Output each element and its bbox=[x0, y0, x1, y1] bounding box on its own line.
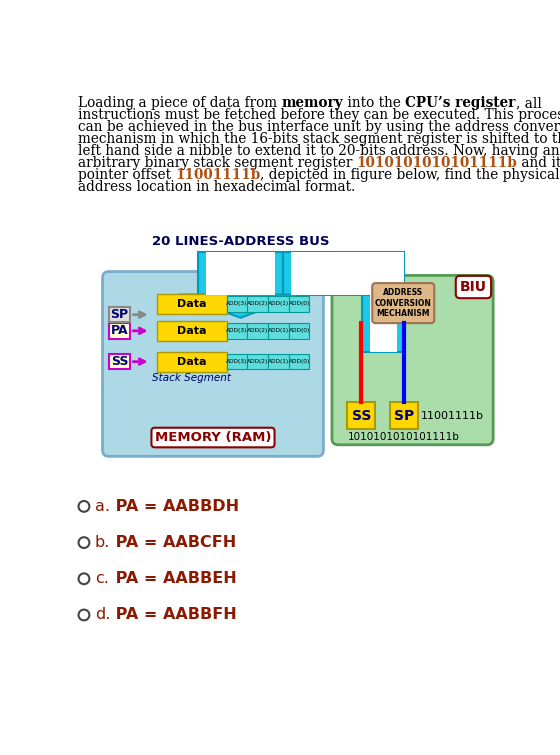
Text: ADD(2): ADD(2) bbox=[247, 328, 268, 334]
Bar bbox=[290, 354, 310, 369]
Bar bbox=[347, 402, 375, 430]
Bar bbox=[157, 321, 227, 341]
Bar bbox=[248, 323, 268, 338]
Text: Data: Data bbox=[177, 299, 207, 309]
Text: ADD(0): ADD(0) bbox=[289, 359, 310, 364]
Text: SP: SP bbox=[110, 308, 129, 321]
Text: SP: SP bbox=[394, 408, 414, 423]
Text: 11001111b: 11001111b bbox=[421, 411, 484, 421]
Bar bbox=[109, 323, 130, 338]
Bar bbox=[227, 323, 247, 338]
Text: ADD(2): ADD(2) bbox=[247, 301, 268, 307]
Text: into the: into the bbox=[343, 96, 405, 110]
Bar bbox=[198, 252, 283, 294]
Bar bbox=[370, 294, 396, 352]
Text: ADD(1): ADD(1) bbox=[268, 301, 289, 307]
Text: ADD(1): ADD(1) bbox=[268, 328, 289, 334]
Text: arbitrary binary stack segment register: arbitrary binary stack segment register bbox=[78, 156, 357, 170]
Bar bbox=[268, 354, 288, 369]
Text: MEMORY (RAM): MEMORY (RAM) bbox=[155, 431, 271, 444]
Text: ADD(0): ADD(0) bbox=[289, 301, 310, 307]
Bar bbox=[109, 307, 130, 322]
Bar bbox=[227, 354, 247, 369]
Bar bbox=[362, 294, 404, 352]
Text: ADDRESS
CONVERSION
MECHANISM: ADDRESS CONVERSION MECHANISM bbox=[375, 288, 432, 318]
Text: PA = AABBFH: PA = AABBFH bbox=[110, 608, 237, 622]
Text: 20 LINES-ADDRESS BUS: 20 LINES-ADDRESS BUS bbox=[152, 235, 329, 248]
Text: CPU’s register: CPU’s register bbox=[405, 96, 516, 110]
Text: Data: Data bbox=[177, 356, 207, 367]
Bar bbox=[290, 323, 310, 338]
Text: left hand side a nibble to extend it to 20-bits address. Now, having an: left hand side a nibble to extend it to … bbox=[78, 143, 559, 158]
Text: Loading a piece of data from: Loading a piece of data from bbox=[78, 96, 281, 110]
FancyBboxPatch shape bbox=[102, 272, 324, 456]
Text: 11001111b: 11001111b bbox=[175, 168, 260, 182]
Bar bbox=[390, 402, 418, 430]
Bar bbox=[206, 252, 276, 294]
Text: memory: memory bbox=[281, 96, 343, 110]
Bar bbox=[291, 252, 404, 294]
Text: BIU: BIU bbox=[460, 280, 487, 294]
Bar bbox=[227, 296, 247, 312]
Bar bbox=[268, 296, 288, 312]
Bar bbox=[248, 354, 268, 369]
Text: , depicted in figure below, find the physical: , depicted in figure below, find the phy… bbox=[260, 168, 560, 182]
Text: , all: , all bbox=[516, 96, 542, 110]
Text: ADD(0): ADD(0) bbox=[289, 328, 310, 334]
Bar bbox=[283, 252, 404, 294]
Text: instructions must be fetched before they can be executed. This process: instructions must be fetched before they… bbox=[78, 108, 560, 122]
FancyBboxPatch shape bbox=[372, 283, 434, 323]
Text: PA = AABBEH: PA = AABBEH bbox=[110, 572, 237, 587]
Text: SS: SS bbox=[111, 355, 128, 368]
Text: Stack Segment: Stack Segment bbox=[152, 373, 231, 384]
Text: and its stack: and its stack bbox=[517, 156, 560, 170]
FancyBboxPatch shape bbox=[332, 276, 493, 445]
Text: pointer offset: pointer offset bbox=[78, 168, 175, 182]
Text: ADD(3): ADD(3) bbox=[226, 301, 248, 307]
Bar bbox=[248, 296, 268, 312]
Text: 1010101010101111b: 1010101010101111b bbox=[347, 433, 459, 442]
Text: PA: PA bbox=[111, 325, 128, 337]
Text: can be achieved in the bus interface unit by using the address conversion: can be achieved in the bus interface uni… bbox=[78, 120, 560, 134]
Bar bbox=[290, 296, 310, 312]
Text: ADD(3): ADD(3) bbox=[226, 328, 248, 334]
Text: PA = AABCFH: PA = AABCFH bbox=[110, 535, 236, 550]
Text: ADD(3): ADD(3) bbox=[226, 359, 248, 364]
Text: ADD(2): ADD(2) bbox=[247, 359, 268, 364]
Polygon shape bbox=[179, 294, 302, 318]
Text: ADD(1): ADD(1) bbox=[268, 359, 289, 364]
Bar bbox=[157, 352, 227, 371]
Bar bbox=[109, 354, 130, 369]
Text: c.: c. bbox=[95, 572, 109, 587]
Bar bbox=[157, 294, 227, 314]
Text: mechanism in which the 16-bits stack segment register is shifted to the: mechanism in which the 16-bits stack seg… bbox=[78, 132, 560, 146]
Text: PA = AABBDH: PA = AABBDH bbox=[110, 499, 240, 514]
Text: 1010101010101111b: 1010101010101111b bbox=[357, 156, 517, 170]
Text: d.: d. bbox=[95, 608, 110, 622]
Text: b.: b. bbox=[95, 535, 110, 550]
Bar bbox=[268, 323, 288, 338]
Text: address location in hexadecimal format.: address location in hexadecimal format. bbox=[78, 180, 355, 193]
Text: Data: Data bbox=[177, 326, 207, 336]
Text: SS: SS bbox=[352, 408, 371, 423]
Text: a.: a. bbox=[95, 499, 110, 514]
